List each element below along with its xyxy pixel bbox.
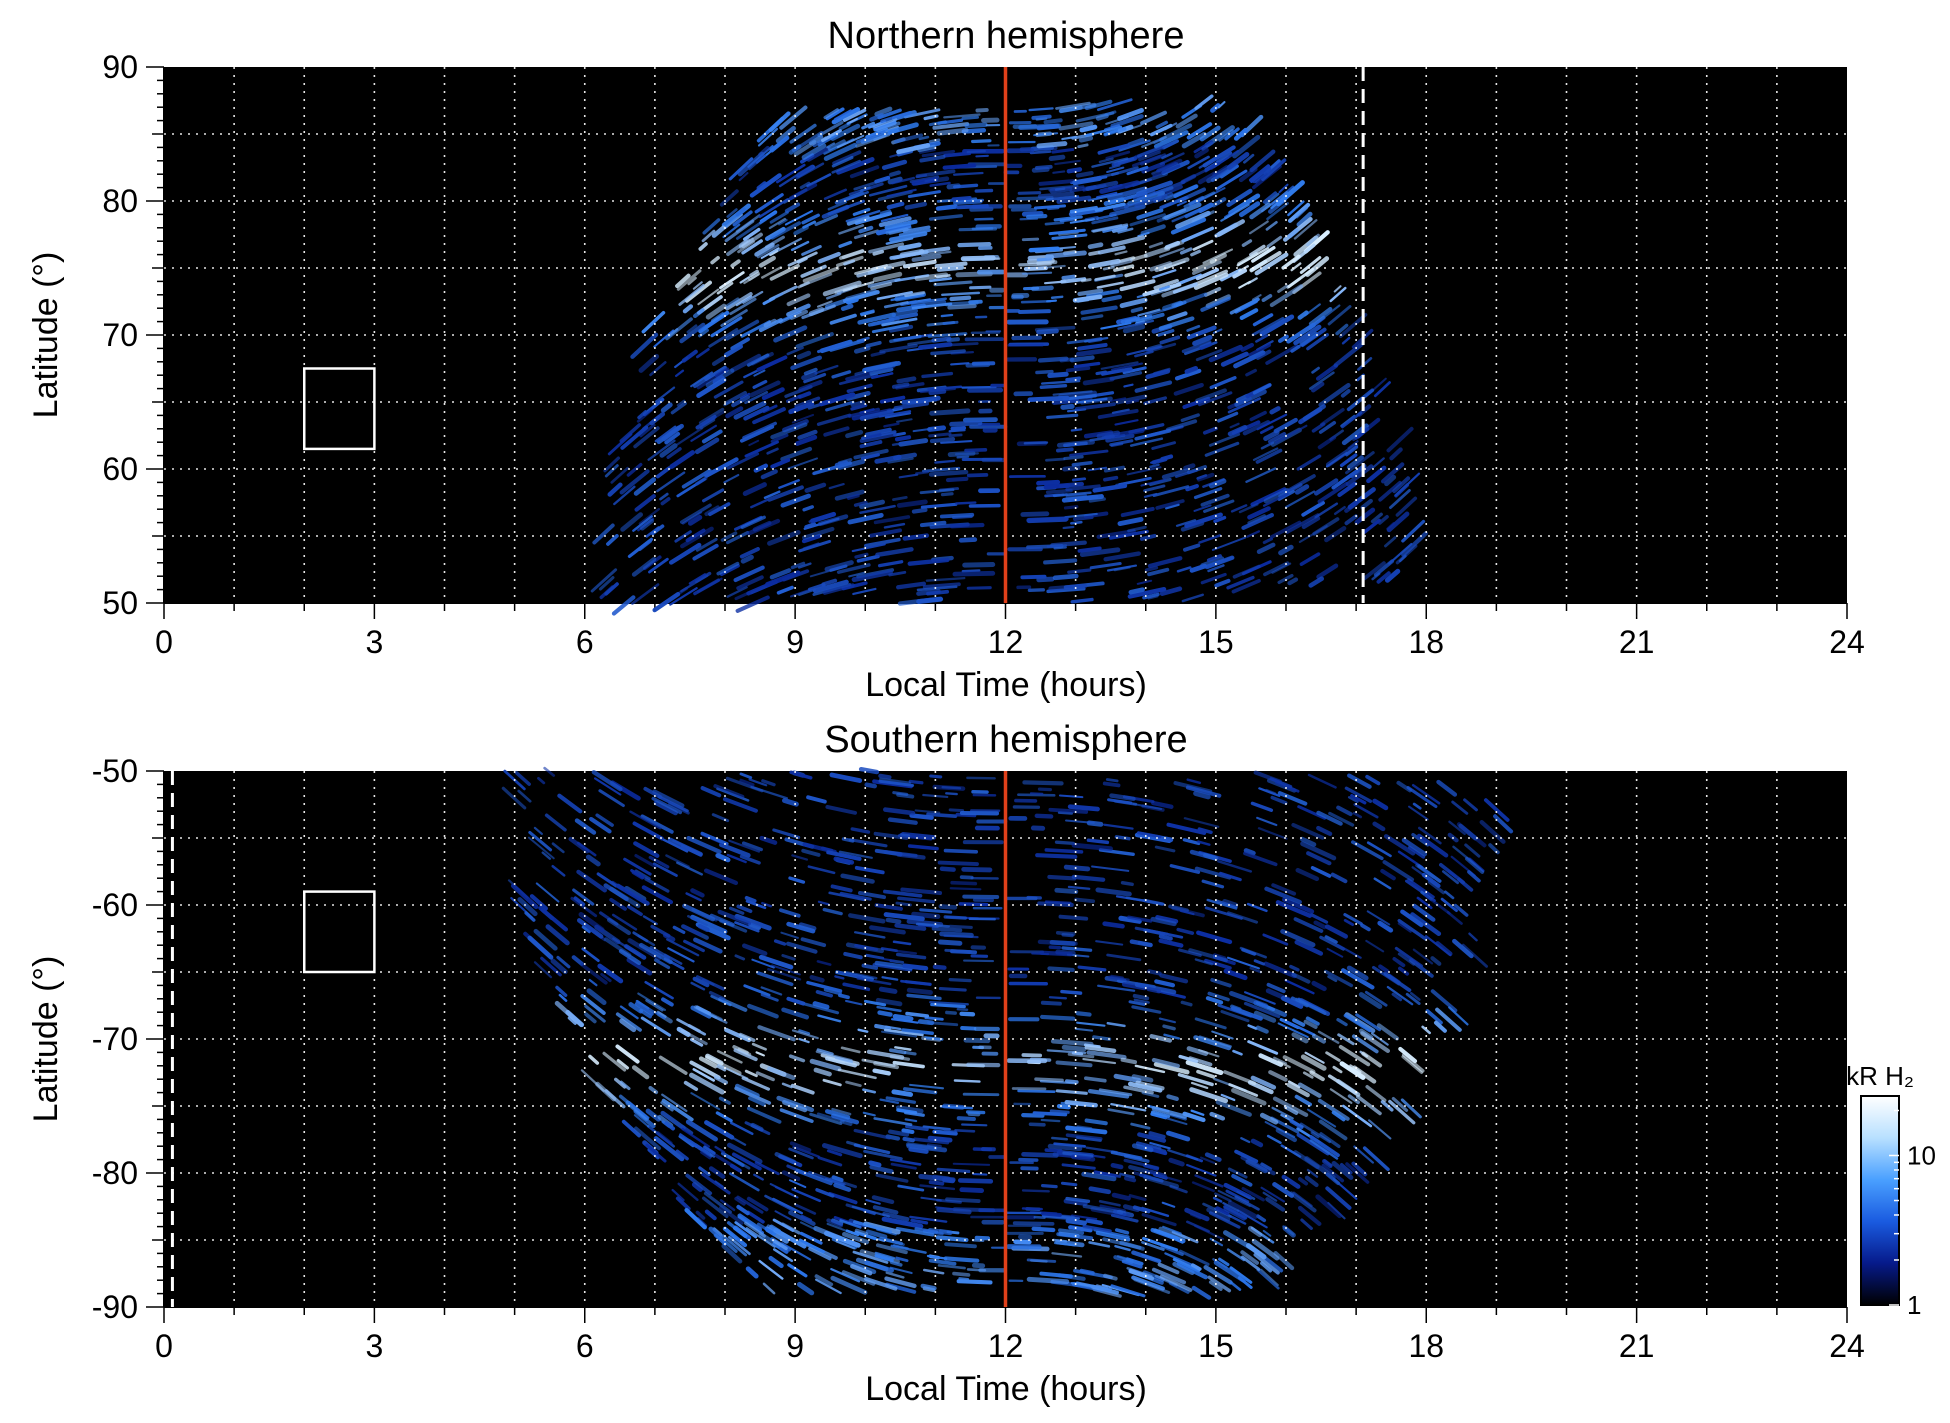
northern-x-tick-labels: 0 3 6 9 12 15 18 21 24 xyxy=(155,624,1865,660)
x-tick-label: 24 xyxy=(1829,624,1865,660)
x-tick-label: 3 xyxy=(365,1328,383,1364)
y-tick-label: 50 xyxy=(102,585,138,621)
x-tick-label: 21 xyxy=(1619,624,1655,660)
x-tick-label: 0 xyxy=(155,624,173,660)
northern-title: Northern hemisphere xyxy=(828,15,1185,57)
y-tick-label: 80 xyxy=(102,183,138,219)
x-tick-label: 18 xyxy=(1408,624,1444,660)
southern-panel: Southern hemisphere 0 3 6 9 12 15 18 21 24 -50 -6… xyxy=(27,719,1865,1408)
southern-x-tick-labels: 0 3 6 9 12 15 18 21 24 xyxy=(155,1328,1865,1364)
colorbar-tick-label: 10 xyxy=(1907,1140,1936,1170)
southern-emission xyxy=(170,766,1514,1307)
y-tick-label: 90 xyxy=(102,49,138,85)
northern-x-axis-label: Local Time (hours) xyxy=(865,666,1147,704)
colorbar-label: kR H₂ xyxy=(1846,1061,1914,1091)
northern-panel: Northern hemisphere 0 3 6 9 12 15 18 21 24 50 60 7… xyxy=(27,15,1865,704)
x-tick-label: 9 xyxy=(786,624,804,660)
southern-x-axis-label: Local Time (hours) xyxy=(865,1370,1147,1408)
y-tick-label: 60 xyxy=(102,451,138,487)
y-tick-label: 70 xyxy=(102,317,138,353)
y-tick-label: -90 xyxy=(92,1289,138,1325)
y-tick-label: -80 xyxy=(92,1155,138,1191)
x-tick-label: 12 xyxy=(988,624,1024,660)
x-tick-label: 9 xyxy=(786,1328,804,1364)
southern-y-tick-labels: -50 -60 -70 -80 -90 xyxy=(92,753,138,1325)
northern-y-axis-label: Latitude (°) xyxy=(27,252,65,419)
x-tick-label: 6 xyxy=(576,1328,594,1364)
x-tick-label: 15 xyxy=(1198,624,1234,660)
x-tick-label: 18 xyxy=(1408,1328,1444,1364)
y-tick-label: -60 xyxy=(92,887,138,923)
x-tick-label: 6 xyxy=(576,624,594,660)
x-tick-label: 24 xyxy=(1829,1328,1865,1364)
x-tick-label: 21 xyxy=(1619,1328,1655,1364)
x-tick-label: 12 xyxy=(988,1328,1024,1364)
y-tick-label: -50 xyxy=(92,753,138,789)
northern-y-tick-labels: 50 60 70 80 90 xyxy=(102,49,138,621)
southern-grid xyxy=(164,771,1847,1307)
colorbar-tick-label: 1 xyxy=(1907,1290,1921,1320)
colorbar-gradient xyxy=(1860,1095,1900,1306)
y-tick-label: -70 xyxy=(92,1021,138,1057)
x-tick-label: 15 xyxy=(1198,1328,1234,1364)
southern-y-axis-label: Latitude (°) xyxy=(27,956,65,1123)
x-tick-label: 0 xyxy=(155,1328,173,1364)
southern-title: Southern hemisphere xyxy=(824,719,1187,761)
northern-grid xyxy=(164,67,1847,603)
x-tick-label: 3 xyxy=(365,624,383,660)
colorbar: kR H₂ 1 10 xyxy=(1846,1061,1936,1320)
colorbar-ticks: 1 10 xyxy=(1889,1109,1936,1320)
